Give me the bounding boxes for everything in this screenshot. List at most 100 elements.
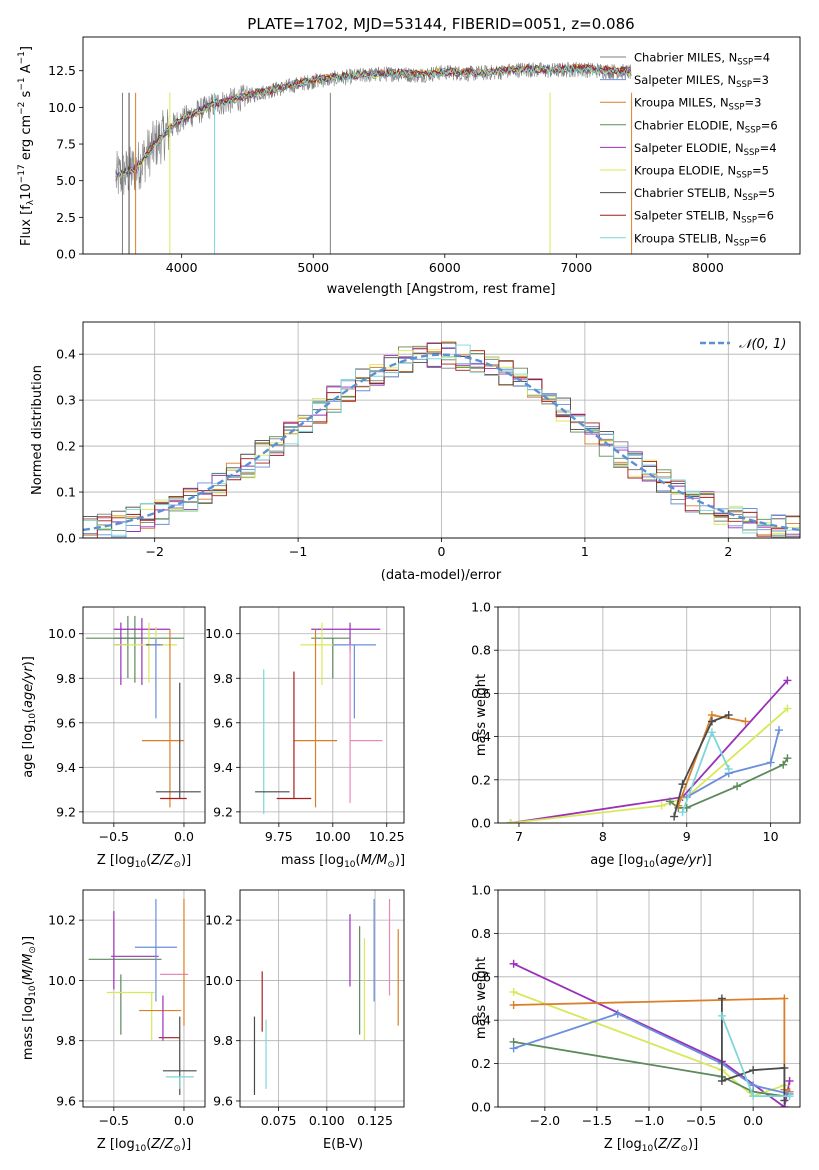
legend-subscript: SSP <box>744 148 760 158</box>
y-tick-label: 9.4 <box>213 760 233 775</box>
mass-weight-vs-z-panel: −2.0 −1.5 −1.0 −0.5 0.0 0.0 0.2 0.4 0.6 0.8 1.0 <box>471 883 801 1128</box>
legend-value: =4 <box>760 141 777 155</box>
error-bars <box>253 899 399 1095</box>
legend-value: =6 <box>757 209 774 223</box>
legend-label: Chabrier MILES, NSSP=4 <box>634 51 770 68</box>
y-tick-label: 0.0 <box>471 816 491 831</box>
mass-vs-ebv-xlabel: E(B-V) <box>323 1137 363 1152</box>
grid <box>240 607 404 823</box>
x-tick-label: 0.0 <box>174 1113 194 1128</box>
x-tick-label: −1.0 <box>634 1113 664 1128</box>
y-tick-label: 5.0 <box>56 173 76 188</box>
y-tick-label: 0.8 <box>471 926 491 941</box>
y-tick-label: 0.1 <box>56 485 76 500</box>
grid <box>240 890 404 1107</box>
mass-vs-z-xlabel: Z [log10(Z/Z⊙)] <box>97 1137 191 1154</box>
grid <box>83 607 205 823</box>
y-tick-label: 9.6 <box>213 715 233 730</box>
y-tick-label: 0.2 <box>471 772 491 787</box>
residuals-axes: −2 −1 0 1 2 0.0 0.1 0.2 0.3 0.4 <box>56 321 801 559</box>
y-tick-label: 9.2 <box>213 804 233 819</box>
x-tick-label: 0.075 <box>261 1113 297 1128</box>
spectrum-panel: Chabrier MILES, NSSP=4 Salpeter MILES, NS… <box>17 36 801 297</box>
y-tick-label: 12.5 <box>48 63 76 78</box>
mass-vs-ebv-panel: 0.075 0.100 0.125 9.6 9.8 10.0 10.2 <box>205 889 405 1128</box>
axes-frame <box>497 606 801 824</box>
x-tick-label: 2 <box>724 544 732 559</box>
legend-subscript: SSP <box>745 125 761 135</box>
y-tick-label: 9.8 <box>213 671 233 686</box>
series-line-kroupa-miles <box>513 997 790 1093</box>
x-tick-label: 0.0 <box>743 1113 763 1128</box>
mass-vs-z-ylabel: mass [log10(M/M⊙)] <box>21 936 38 1060</box>
histogram-kroupa-stelib <box>83 344 800 538</box>
x-tick-label: 0 <box>438 544 446 559</box>
x-tick-label: −1.5 <box>582 1113 612 1128</box>
histogram-salpeter-stelib <box>83 343 800 538</box>
axes-frame <box>239 606 405 824</box>
axes-frame <box>82 321 801 539</box>
y-tick-label: 10.0 <box>48 626 76 641</box>
mass-weight-vs-z-ylabel: mass weight <box>474 957 489 1039</box>
y-tick-label: 0.2 <box>56 439 76 454</box>
y-tick-label: 0.0 <box>471 1100 491 1115</box>
legend-value: =6 <box>749 231 766 245</box>
y-tick-label: 9.2 <box>56 804 76 819</box>
age-vs-z-panel: −0.5 0.0 9.2 9.4 9.6 9.8 10.0 <box>48 606 206 844</box>
legend-value: =3 <box>744 96 761 110</box>
residuals-histograms <box>83 341 800 538</box>
age-vs-mass-xlabel: mass [log10(M/M⊙)] <box>281 853 405 870</box>
y-tick-label: 10.0 <box>48 973 76 988</box>
y-tick-label: 2.5 <box>56 210 76 225</box>
legend-value: =6 <box>761 118 778 132</box>
series-line-chabrier-stelib <box>673 714 730 817</box>
x-tick-label: 6000 <box>429 260 461 275</box>
legend-value: =4 <box>753 51 770 65</box>
y-tick-label: 10.2 <box>48 913 76 928</box>
x-tick-label: 10.25 <box>369 829 405 844</box>
y-tick-label: 0.6 <box>471 969 491 984</box>
y-tick-label: 0.4 <box>471 1013 491 1028</box>
legend-label: Salpeter MILES, NSSP=3 <box>634 73 769 90</box>
y-tick-label: 0.0 <box>56 247 76 262</box>
error-bars <box>88 899 197 1095</box>
x-tick-label: 4000 <box>166 260 198 275</box>
residuals-legend: 𝒩(0, 1) <box>700 337 786 352</box>
spectrum-xlabel: wavelength [Angstrom, rest frame] <box>327 282 556 297</box>
error-bars <box>255 622 383 815</box>
legend-value: =5 <box>752 164 769 178</box>
y-tick-label: 9.6 <box>213 1093 233 1108</box>
series-lines <box>506 676 792 823</box>
x-tick-label: 1 <box>581 544 589 559</box>
x-tick-label: 7 <box>515 829 523 844</box>
x-tick-label: 0.125 <box>357 1113 393 1128</box>
x-tick-label: −0.5 <box>686 1113 716 1128</box>
gaussian-legend-label: 𝒩(0, 1) <box>739 337 786 352</box>
y-tick-label: 9.6 <box>56 1093 76 1108</box>
legend-subscript: SSP <box>741 216 757 226</box>
y-tick-label: 0.2 <box>471 1056 491 1071</box>
series-lines <box>509 959 794 1107</box>
y-tick-label: 0.6 <box>471 686 491 701</box>
mass-weight-vs-age-xlabel: age [log10(age/yr)] <box>590 853 712 870</box>
axes-frame <box>239 889 405 1108</box>
series-line-chabrier-elodie <box>513 1041 785 1098</box>
residuals-xlabel: (data-model)/error <box>381 568 502 583</box>
mass-weight-vs-age-panel: 7 8 9 10 0.0 0.2 0.4 0.6 0.8 1.0 <box>471 600 801 844</box>
y-tick-label: 7.5 <box>56 137 76 152</box>
x-tick-label: 8000 <box>692 260 724 275</box>
mass-weight-vs-age-ylabel: mass weight <box>474 674 489 756</box>
series-line-kroupa-elodie <box>510 707 789 823</box>
series-line-salpeter-miles <box>686 729 780 798</box>
y-tick-label: 10.0 <box>48 100 76 115</box>
y-tick-label: 9.8 <box>56 1033 76 1048</box>
y-tick-label: 1.0 <box>471 600 491 615</box>
x-tick-label: −2 <box>145 544 163 559</box>
axes-frame <box>82 36 801 255</box>
x-tick-label: 8 <box>599 829 607 844</box>
y-tick-label: 0.4 <box>471 729 491 744</box>
axes-frame <box>82 889 206 1108</box>
age-vs-mass-panel: 9.75 10.00 10.25 9.2 9.4 9.6 9.8 10.0 <box>205 606 405 844</box>
age-vs-z-ylabel: age [log10(age/yr)] <box>21 656 38 778</box>
series-line-kroupa-elodie <box>513 991 785 1098</box>
